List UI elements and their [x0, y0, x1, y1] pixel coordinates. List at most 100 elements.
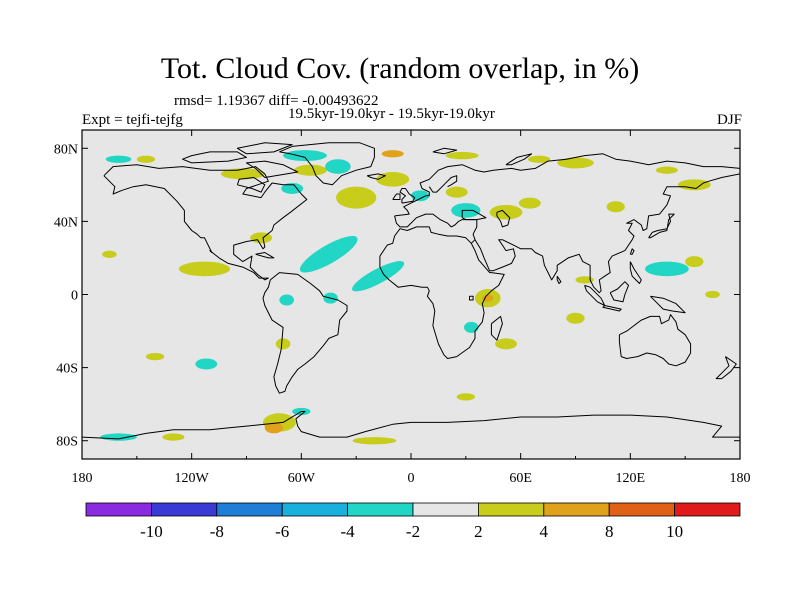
period-label: 19.5kyr-19.0kyr - 19.5kyr-19.0kyr — [288, 106, 495, 122]
coastline — [432, 147, 458, 155]
anomaly-region — [220, 168, 265, 180]
coastline — [379, 226, 505, 359]
coastline — [255, 252, 275, 259]
coastline — [496, 209, 511, 228]
anomaly-region — [100, 433, 137, 441]
colorbar-swatch — [150, 502, 218, 517]
coastline — [366, 173, 386, 180]
colorbar: -10 -8 -6 -4 -2 2 4 8 10 — [85, 502, 741, 541]
anomaly-region — [705, 290, 720, 299]
anomaly-region — [445, 186, 468, 198]
anomaly-region — [489, 204, 523, 220]
colorbar-label: -10 — [140, 522, 163, 541]
anomaly-region — [250, 232, 273, 244]
anomaly-region — [299, 236, 358, 273]
anomaly-region — [655, 166, 678, 174]
anomaly-region — [411, 190, 430, 202]
anomaly-region — [575, 276, 594, 284]
colorbar-swatch — [674, 502, 741, 517]
coastline — [648, 213, 675, 239]
anomaly-region — [283, 150, 327, 162]
anomaly-region — [685, 256, 704, 268]
colorbar-label: -6 — [275, 522, 289, 541]
coastline — [461, 209, 487, 221]
coastline — [236, 142, 293, 155]
colorbar-swatch — [412, 502, 479, 517]
coastline — [428, 175, 458, 193]
x-tick-label: 60W — [288, 471, 316, 486]
anomaly-region — [264, 422, 284, 434]
x-tick-label: 120E — [616, 471, 646, 486]
colorbar-label: -4 — [341, 522, 356, 541]
season-label: DJF — [716, 112, 742, 128]
y-tick-label: 0 — [71, 289, 78, 304]
anomaly-region — [195, 358, 218, 370]
colorbar-label: 2 — [474, 522, 483, 541]
colorbar-swatch — [216, 502, 283, 517]
coastline — [490, 315, 503, 341]
x-tick-label: 60E — [509, 471, 532, 486]
colorbar-swatch — [347, 502, 414, 517]
anomaly-region — [381, 150, 404, 158]
coastline — [103, 164, 308, 281]
anomaly-region — [456, 393, 475, 401]
chart-title: Tot. Cloud Cov. (random overlap, in %) — [160, 52, 640, 85]
colorbar-swatch — [477, 502, 545, 517]
axes: 180 120W 60W 0 60E 120E 180 80N 40N 0 40S 80S — [54, 130, 751, 486]
coastline — [505, 153, 533, 166]
x-tick-label: 120W — [175, 471, 210, 486]
anomaly-region — [566, 312, 585, 324]
coastline — [394, 153, 740, 294]
coastline — [470, 239, 476, 244]
anomaly-layer — [100, 150, 720, 445]
colorbar-label: 8 — [605, 522, 614, 541]
coastline — [618, 314, 692, 367]
colorbar-swatch — [543, 502, 610, 517]
coastline — [399, 188, 416, 204]
anomaly-region — [105, 155, 132, 163]
y-tick-label: 80N — [54, 142, 78, 157]
anomaly-region — [162, 433, 185, 441]
anomaly-region — [336, 186, 377, 209]
anomaly-region — [102, 250, 117, 258]
x-tick-label: 0 — [408, 471, 415, 486]
colorbar-swatch — [85, 502, 152, 517]
coastline — [279, 142, 375, 186]
anomaly-region — [352, 261, 405, 292]
anomaly-region — [352, 437, 397, 445]
y-tick-label: 40S — [56, 362, 78, 377]
coastline — [715, 356, 737, 380]
colorbar-label: -2 — [406, 522, 420, 541]
colorbar-label: -8 — [210, 522, 224, 541]
coastline — [469, 295, 474, 301]
anomaly-region — [275, 338, 291, 350]
coastline — [602, 305, 622, 312]
anomaly-region — [557, 157, 594, 169]
anomaly-region — [279, 294, 295, 306]
anomaly-region — [325, 159, 351, 174]
coastline-layer — [82, 142, 740, 440]
x-tick-label: 180 — [72, 471, 93, 486]
colorbar-swatch — [608, 502, 676, 517]
anomaly-region — [294, 164, 327, 176]
colorbar-swatch — [281, 502, 349, 517]
coastline — [82, 411, 740, 440]
coastline — [609, 281, 629, 303]
y-tick-label: 80S — [56, 435, 78, 450]
anomaly-region — [136, 155, 156, 163]
anomaly-region — [445, 151, 479, 160]
coastline — [650, 295, 686, 314]
x-tick-label: 180 — [730, 471, 751, 486]
coastline — [392, 193, 401, 200]
coastline — [629, 261, 642, 284]
coastline — [629, 248, 635, 255]
anomaly-region — [178, 261, 231, 277]
coastline — [556, 275, 562, 284]
colorbar-label: 4 — [540, 522, 549, 541]
coastline — [236, 177, 266, 193]
anomaly-region — [677, 179, 711, 191]
anomaly-region — [145, 352, 165, 361]
anomaly-region — [482, 294, 494, 302]
plot-area — [82, 130, 740, 459]
